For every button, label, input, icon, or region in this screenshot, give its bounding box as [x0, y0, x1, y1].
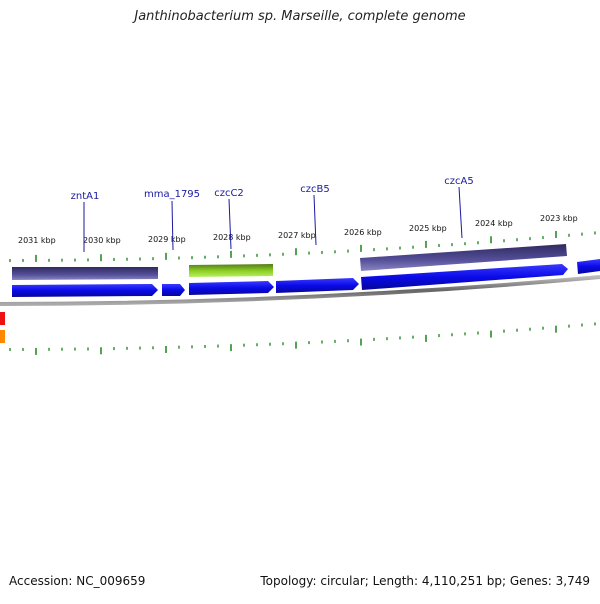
outer-tick-ring: [9, 230, 596, 262]
gene-label-czcA5[interactable]: czcA5: [444, 176, 473, 187]
feature-czcA5-reverse[interactable]: [360, 244, 567, 271]
genome-backbone: [0, 275, 600, 306]
tick-label: 2029 kbp: [148, 235, 186, 244]
feature-czcC2-highlight[interactable]: [189, 264, 273, 277]
cds-arrow[interactable]: [577, 259, 600, 274]
reverse-strand-features: [12, 244, 567, 280]
tick-label: 2025 kbp: [409, 224, 447, 233]
tick-label: 2030 kbp: [83, 236, 121, 245]
gene-label-zntA1[interactable]: zntA1: [71, 191, 100, 202]
tick-label: 2031 kbp: [18, 236, 56, 245]
feature-zntA1[interactable]: [12, 267, 158, 280]
gene-labels: zntA1 mma_1795 czcC2 czcB5 czcA5: [71, 176, 474, 202]
tick-label: 2026 kbp: [344, 228, 382, 237]
cds-arrow[interactable]: [12, 284, 158, 297]
gene-label-czcC2[interactable]: czcC2: [214, 188, 244, 199]
inner-tick-ring: [9, 322, 596, 355]
genome-title: Janthinobacterium sp. Marseille, complet…: [134, 9, 466, 24]
tick-label: 2023 kbp: [540, 214, 578, 223]
tick-label: 2028 kbp: [213, 233, 251, 242]
tick-label: 2024 kbp: [475, 219, 513, 228]
tick-labels: 2031 kbp 2030 kbp 2029 kbp 2028 kbp 2027…: [18, 214, 578, 245]
tick-label: 2027 kbp: [278, 231, 316, 240]
cds-arrow[interactable]: [189, 281, 274, 295]
genome-summary-text: Topology: circular; Length: 4,110,251 bp…: [260, 574, 590, 588]
left-edge-mark: [0, 330, 5, 343]
gene-label-pointers: [83, 186, 463, 252]
gene-label-mma_1795[interactable]: mma_1795: [144, 189, 200, 200]
left-edge-mark: [0, 312, 5, 325]
gene-label-czcB5[interactable]: czcB5: [300, 184, 329, 195]
forward-strand-features: [12, 259, 600, 297]
cds-arrow[interactable]: [276, 278, 359, 293]
cds-arrow[interactable]: [162, 284, 185, 296]
accession-text: Accession: NC_009659: [9, 574, 146, 588]
cds-arrow[interactable]: [361, 264, 568, 290]
